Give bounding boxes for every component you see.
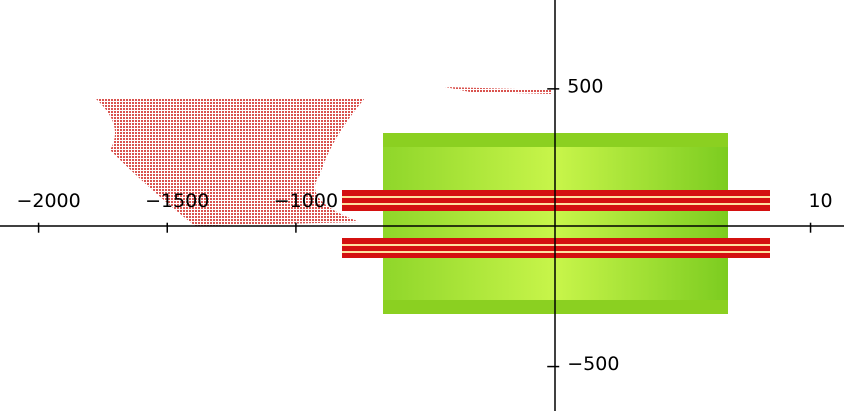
pink-strip [445,87,552,94]
page: {"chart_data": {"type": "plot", "xlim": … [0,0,844,411]
red-band-stripe [342,251,770,253]
x-tick-label: −1500 [145,190,209,212]
red-band-stripe [342,196,770,198]
x-tick-label: 10 [808,190,832,212]
x-tick-label: −2000 [16,190,80,212]
y-tick-label: 500 [567,75,603,97]
red-band [342,190,770,211]
x-tick-label: −1000 [274,190,338,212]
red-band-stripe [342,203,770,205]
red-band [342,238,770,258]
red-band-stripe [342,244,770,246]
y-tick-label: −500 [567,353,619,375]
chart: −2000 −1500 −1000 10 500 −500 [0,0,844,411]
